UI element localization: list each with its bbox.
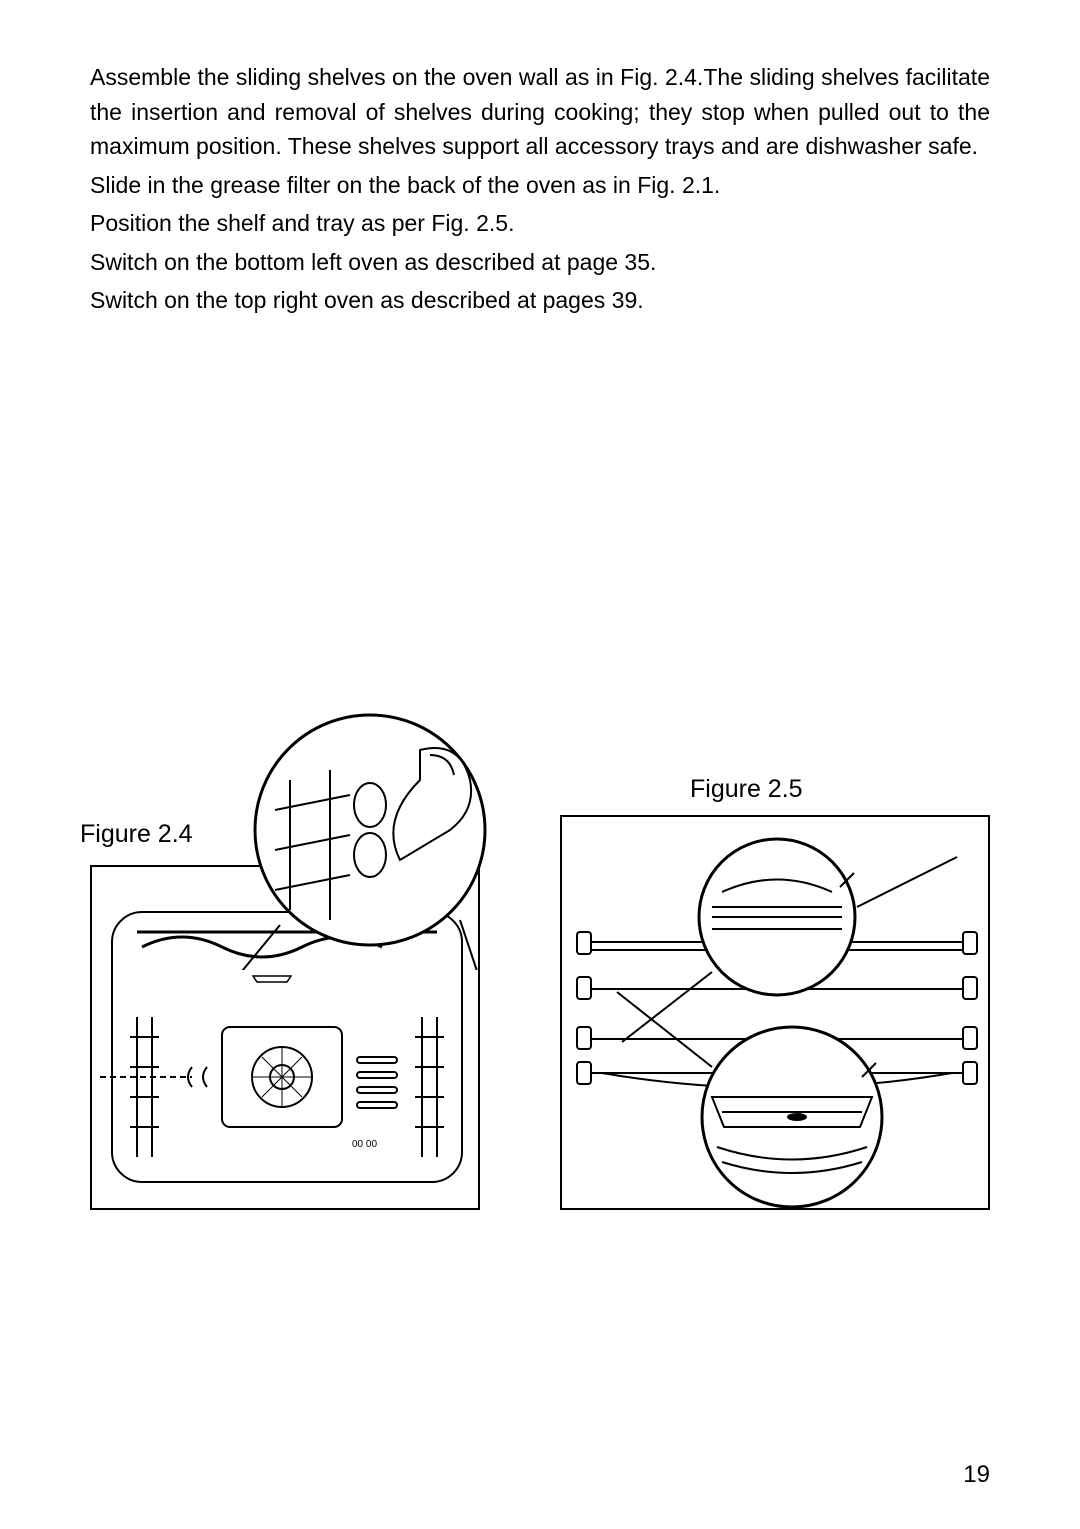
figure-2-5-label: Figure 2.5 [690,775,803,804]
paragraph-4: Switch on the bottom left oven as descri… [90,245,990,280]
figures-row: Figure 2.4 [90,730,990,1210]
paragraph-5: Switch on the top right oven as describe… [90,283,990,318]
figure-2-5-box [560,815,990,1210]
figure-2-5-svg [562,817,992,1212]
figure-2-4-label: Figure 2.4 [80,820,193,849]
figure-2-5: Figure 2.5 [560,795,990,1210]
paragraph-2: Slide in the grease filter on the back o… [90,168,990,203]
document-page: Assemble the sliding shelves on the oven… [0,0,1080,1529]
figure-2-4: Figure 2.4 [90,730,500,1210]
body-text-block: Assemble the sliding shelves on the oven… [90,60,990,318]
svg-text:00 00: 00 00 [352,1139,377,1150]
paragraph-1: Assemble the sliding shelves on the oven… [90,60,990,164]
paragraph-3: Position the shelf and tray as per Fig. … [90,206,990,241]
figure-2-4-zoom [220,710,520,970]
page-number: 19 [963,1461,990,1489]
